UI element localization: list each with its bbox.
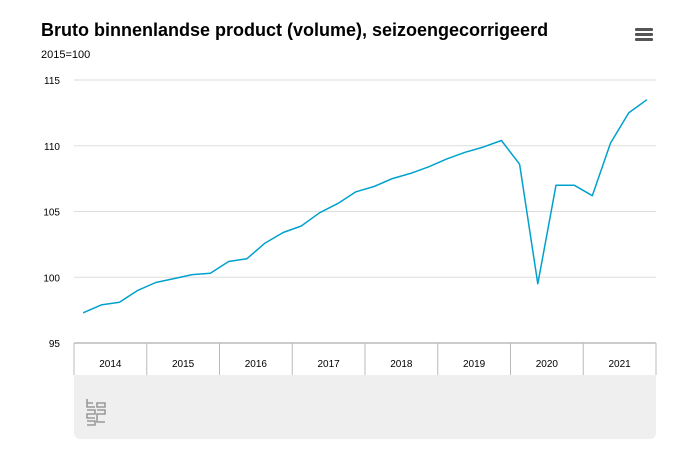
y-tick-label: 95 [49, 339, 61, 350]
x-tick-label: 2014 [99, 359, 122, 370]
x-tick-label: 2021 [609, 359, 632, 370]
menu-bar [635, 28, 653, 31]
menu-icon[interactable] [635, 28, 653, 42]
menu-bar [635, 38, 653, 41]
y-tick-label: 115 [44, 76, 60, 87]
x-tick-label: 2016 [245, 359, 268, 370]
unit-label: 2015=100 [41, 49, 91, 61]
chart-footer [74, 375, 656, 439]
x-tick-label: 2017 [318, 359, 341, 370]
y-tick-label: 100 [43, 273, 60, 284]
y-tick-label: 110 [44, 142, 60, 153]
cbs-logo-icon [86, 399, 106, 426]
series-line [82, 99, 648, 314]
x-tick-label: 2019 [463, 359, 486, 370]
x-tick-label: 2015 [172, 359, 195, 370]
menu-bar [635, 33, 653, 36]
y-tick-label: 105 [43, 208, 60, 219]
chart-title: Bruto binnenlandse product (volume), sei… [41, 20, 549, 40]
x-tick-label: 2018 [390, 359, 413, 370]
x-tick-label: 2020 [536, 359, 559, 370]
